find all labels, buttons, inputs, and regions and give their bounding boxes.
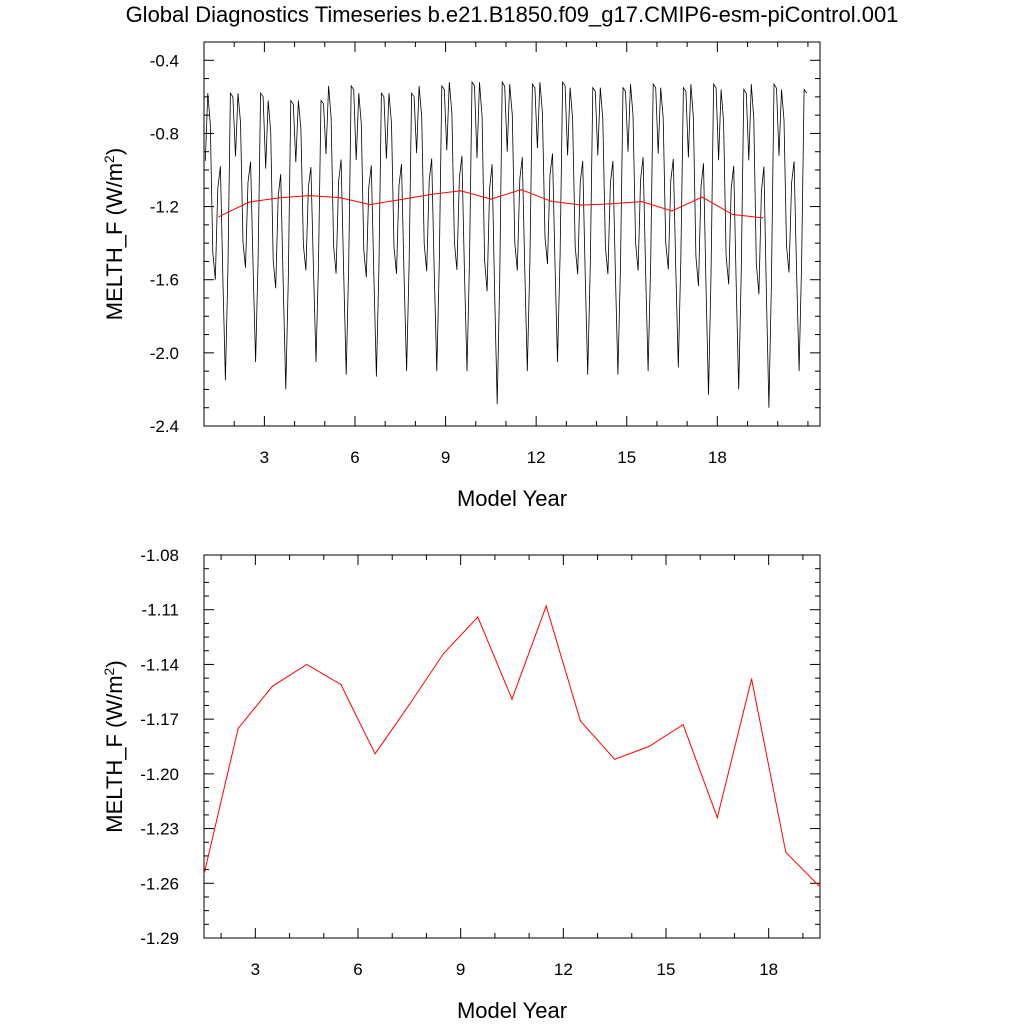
panel2-annual-point xyxy=(716,817,718,819)
panel2-x-tick-label: 15 xyxy=(657,960,676,979)
panel1-annual-point xyxy=(762,217,764,219)
panel2-y-tick-label: -1.11 xyxy=(142,601,180,620)
panel2-annual-point xyxy=(374,753,376,755)
panel2-y-tick-label: -1.08 xyxy=(140,546,179,565)
panel2-annual-point xyxy=(785,851,787,853)
panel1-y-tick-label: -0.8 xyxy=(150,124,179,143)
panel2-annual-point xyxy=(648,745,650,748)
panel1-y-tick-label: -1.2 xyxy=(150,198,179,217)
panel2-x-tick-label: 3 xyxy=(251,960,260,979)
panel1-annual-point xyxy=(309,195,311,197)
panel2-plot-frame xyxy=(203,554,821,939)
panel1-annual-series-line xyxy=(218,189,763,219)
panel1-y-tick-label: -2.0 xyxy=(150,344,179,363)
panel2-annual-point xyxy=(614,758,616,760)
panel2-annual-point xyxy=(271,685,274,687)
panel1-x-tick-label: 18 xyxy=(708,448,727,467)
panel1-y-tick-label: -1.6 xyxy=(150,271,179,290)
panel2-annual-point xyxy=(203,873,205,875)
panel2-y-tick-label: -1.20 xyxy=(140,765,179,784)
panel2-annual-point xyxy=(442,652,445,655)
panel1-monthly-series-line xyxy=(204,80,808,408)
panel1-plot-frame xyxy=(203,41,821,427)
panel2-annual-point xyxy=(819,886,821,888)
panel1-x-tick-label: 9 xyxy=(441,448,450,467)
panel2-annual-point xyxy=(750,678,753,680)
panel1-y-tick-label: -2.4 xyxy=(150,417,179,436)
panel2-annual-point xyxy=(545,605,547,607)
panel1-annual-point xyxy=(429,193,432,196)
panel1-y-axis-title: MELTH_F (W/m2) xyxy=(101,148,127,320)
panel2-x-tick-label: 9 xyxy=(456,960,465,979)
panel1-annual-point xyxy=(339,197,341,199)
panel1-annual-point xyxy=(641,201,643,203)
panel2-annual-point xyxy=(579,720,582,722)
panel1-annual-point xyxy=(399,199,401,201)
panel1-x-tick-label: 3 xyxy=(260,448,269,467)
panel2-annual-point xyxy=(682,724,684,726)
panel1-annual-point xyxy=(278,197,281,199)
panel2-y-tick-label: -1.29 xyxy=(140,929,179,948)
panel1-x-tick-label: 12 xyxy=(527,448,546,467)
panel1-annual-point xyxy=(490,198,492,200)
panel2-annual-point xyxy=(511,698,513,700)
panel1-annual-point xyxy=(671,210,673,212)
panel2-y-tick-label: -1.26 xyxy=(140,874,179,893)
panel1-annual-point xyxy=(369,203,371,206)
panel1-x-tick-label: 15 xyxy=(617,448,636,467)
panel2-x-tick-label: 18 xyxy=(759,960,778,979)
chart-title: Global Diagnostics Timeseries b.e21.B185… xyxy=(125,2,899,27)
panel2-annual-point xyxy=(306,663,308,666)
panel1-annual-point xyxy=(248,201,250,203)
panel1-annual-point xyxy=(731,213,734,216)
panel2-x-tick-label: 6 xyxy=(353,960,362,979)
panel1-annual-point xyxy=(460,190,462,192)
panel2-y-tick-label: -1.23 xyxy=(140,820,179,839)
panel1-y-tick-label: -0.4 xyxy=(150,51,179,70)
panel1-annual-point xyxy=(611,203,613,205)
panel1-annual-point xyxy=(520,189,522,191)
panel2-y-tick-label: -1.17 xyxy=(140,710,179,729)
panel1-x-axis-title: Model Year xyxy=(457,486,567,511)
panel2-annual-point xyxy=(340,683,342,686)
panel2-annual-point xyxy=(408,703,410,706)
panel1-annual-point xyxy=(218,216,220,218)
panel1-annual-point xyxy=(550,200,552,202)
panel2-annual-point xyxy=(477,616,479,618)
panel2-x-axis-title: Model Year xyxy=(457,998,567,1023)
panel2-y-tick-label: -1.14 xyxy=(140,655,179,674)
panel2-x-tick-label: 12 xyxy=(554,960,573,979)
panel1-annual-point xyxy=(701,196,703,198)
panel2-y-axis-title: MELTH_F (W/m2) xyxy=(101,660,127,832)
panel2-annual-point xyxy=(237,727,239,729)
panel2-annual-series-line xyxy=(203,604,821,888)
panel1-annual-point xyxy=(580,204,583,206)
panel1-x-tick-label: 6 xyxy=(350,448,359,467)
